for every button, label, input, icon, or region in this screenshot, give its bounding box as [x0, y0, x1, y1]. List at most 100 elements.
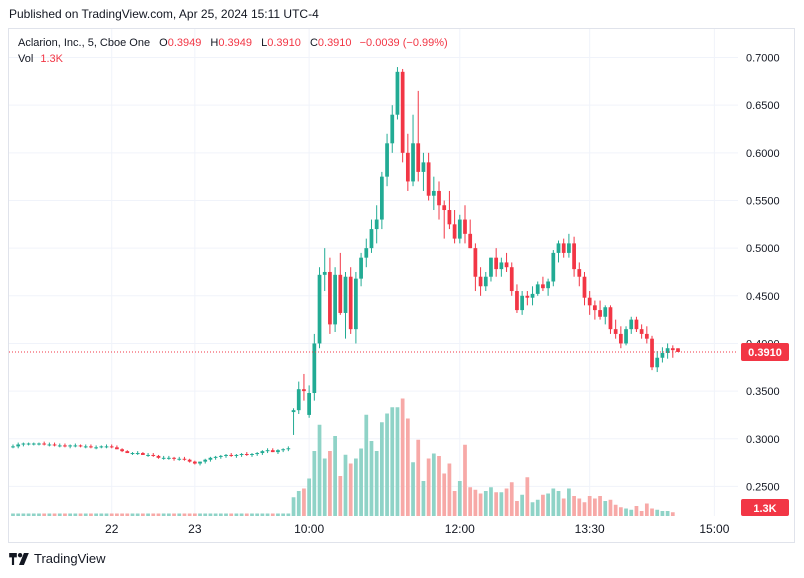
volume-bar: [141, 513, 145, 516]
volume-bar: [99, 513, 104, 516]
volume-bar: [130, 513, 135, 516]
candle-body: [317, 274, 322, 344]
volume-bar: [52, 513, 57, 516]
candle-body: [208, 457, 213, 460]
volume-bar: [83, 513, 88, 516]
volume-bar: [203, 513, 208, 516]
volume-bar: [644, 503, 649, 516]
volume-bar: [421, 481, 426, 516]
candle-body: [374, 219, 379, 230]
candle-body: [182, 458, 187, 460]
candle-body: [203, 459, 208, 462]
candle-body: [530, 293, 535, 298]
volume-bar: [255, 513, 260, 516]
volume-bar: [603, 501, 608, 516]
price-candles: [11, 67, 680, 466]
volume-bar: [343, 454, 348, 516]
volume-bar: [598, 496, 602, 516]
volume-bar: [109, 513, 114, 516]
volume-bar: [187, 513, 192, 516]
candle-body: [525, 295, 530, 298]
volume-bar: [390, 407, 395, 516]
volume-bar: [192, 513, 197, 516]
candle-body: [291, 410, 296, 413]
candle-body: [52, 444, 57, 446]
candle-body: [515, 291, 519, 311]
candle-body: [463, 219, 467, 234]
volume-bar: [504, 488, 509, 516]
candle-body: [244, 454, 249, 456]
volume-bar: [416, 439, 421, 516]
candle-body: [218, 455, 223, 457]
volume-bar: [89, 513, 93, 516]
high-value: 0.3949: [218, 37, 253, 49]
volume-bar: [286, 513, 291, 516]
volume-bar: [47, 513, 52, 516]
candle-body: [26, 443, 31, 445]
volume-bar: [515, 501, 519, 516]
volume-bar: [494, 492, 499, 516]
candle-body: [328, 271, 332, 325]
candle-body: [333, 274, 337, 325]
volume-bar: [11, 513, 15, 516]
price-tick-label: 0.6500: [746, 100, 780, 112]
symbol-info[interactable]: Aclarion, Inc., 5, Cboe One: [18, 37, 151, 49]
volume-bar: [379, 422, 384, 516]
volume-bar: [655, 509, 660, 516]
candle-body: [478, 276, 483, 287]
candle-body: [213, 456, 218, 458]
candle-body: [535, 284, 540, 294]
volume-bar: [364, 414, 369, 516]
candle-body: [587, 297, 592, 306]
volume-bar: [156, 513, 161, 516]
volume-bar: [146, 513, 150, 516]
volume-bar: [650, 508, 654, 516]
volume-bar: [447, 463, 452, 516]
volume-bar: [16, 513, 21, 516]
volume-bar: [369, 441, 374, 516]
volume-bar: [374, 451, 379, 516]
candle-body: [489, 257, 493, 277]
grid-lines: [9, 29, 738, 516]
candle-body: [447, 210, 452, 225]
volume-bar: [208, 513, 213, 516]
volume-bar: [499, 492, 504, 516]
low-value: 0.3910: [267, 37, 301, 49]
candle-body: [348, 276, 353, 330]
candle-body: [546, 281, 550, 289]
candle-body: [624, 329, 628, 344]
volume-bar: [125, 513, 130, 516]
candle-body: [405, 152, 410, 182]
candle-body: [11, 446, 15, 448]
volume-bar: [234, 513, 239, 516]
volume-bar: [244, 513, 249, 516]
volume-label[interactable]: Vol: [18, 53, 34, 65]
candle-body: [312, 343, 317, 394]
candle-body: [156, 455, 161, 458]
volume-bar: [328, 451, 332, 516]
published-caption: Published on TradingView.com, Apr 25, 20…: [9, 7, 319, 21]
volume-bar: [468, 487, 473, 516]
candle-body: [37, 443, 41, 445]
candle-body: [431, 190, 436, 196]
candle-body: [83, 446, 88, 448]
volume-bar: [582, 502, 587, 516]
candle-body: [109, 446, 114, 448]
volume-bar: [577, 498, 582, 516]
volume-value: 1.3K: [40, 53, 63, 65]
volume-bar: [57, 513, 62, 516]
candle-body: [250, 454, 254, 456]
candle-body: [42, 443, 47, 445]
volume-bar: [556, 491, 561, 516]
candle-body: [234, 454, 239, 456]
candle-body: [265, 450, 270, 452]
volume-bar: [593, 498, 597, 516]
time-tick-label: 23: [188, 522, 202, 536]
footer-brand[interactable]: TradingView: [9, 551, 106, 566]
candle-body: [364, 248, 369, 258]
volume-bar: [348, 463, 353, 516]
volume-bar: [42, 513, 47, 516]
candle-body: [78, 445, 83, 447]
time-axis: 22 23 10:00 12:00 13:30 15:00: [105, 522, 730, 536]
